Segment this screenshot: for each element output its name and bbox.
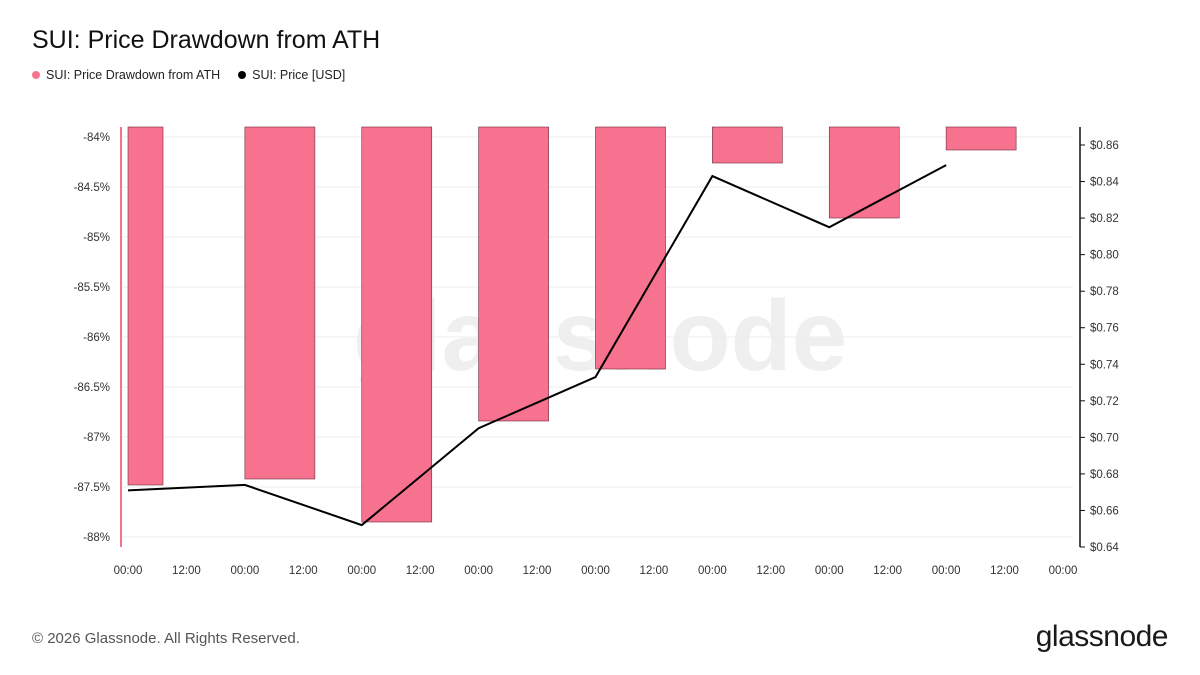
right-tick-label: $0.72 [1090,396,1119,408]
x-tick-label: 00:00 [1049,565,1078,577]
left-tick-label: -86% [83,332,110,344]
x-tick-label: 00:00 [932,565,961,577]
x-tick-label: 12:00 [990,565,1019,577]
right-tick-label: $0.86 [1090,140,1119,152]
left-tick-label: -84.5% [74,182,110,194]
price-line-group [127,164,947,527]
left-tick-label: -85.5% [74,282,110,294]
right-tick-label: $0.70 [1090,432,1119,444]
right-tick-label: $0.64 [1090,542,1119,554]
drawdown-bar[interactable] [945,126,1017,151]
x-tick-label: 12:00 [640,565,669,577]
left-tick-label: -86.5% [74,382,110,394]
price-line[interactable] [127,164,947,527]
x-axis-ticks: 00:00 12:00 00:00 12:00 00:00 12:00 00:00 12:00… [114,565,1078,577]
drawdown-bar[interactable] [828,126,900,219]
legend-dot-drawdown [32,71,40,79]
x-tick-label: 12:00 [873,565,902,577]
legend-item-price[interactable]: SUI: Price [USD] [238,68,345,82]
copyright-footer: © 2026 Glassnode. All Rights Reserved. [32,630,300,647]
legend-label-drawdown: SUI: Price Drawdown from ATH [46,68,221,82]
drawdown-bar[interactable] [712,126,783,164]
legend-dot-price [238,71,247,79]
x-tick-label: 00:00 [347,565,376,577]
left-tick-label: -85% [83,232,110,244]
left-tick-label: -87.5% [74,482,110,494]
legend-label-price: SUI: Price [USD] [252,68,346,82]
drawdown-bar[interactable] [127,126,164,486]
x-tick-label: 12:00 [406,565,435,577]
bars [127,126,1017,523]
x-tick-label: 12:00 [523,565,552,577]
right-tick-label: $0.76 [1090,323,1119,335]
legend: SUI: Price Drawdown from ATH SUI: Price … [32,68,345,82]
axes [120,127,1081,547]
right-tick-label: $0.80 [1090,250,1119,262]
x-tick-label: 12:00 [289,565,318,577]
left-tick-label: -88% [83,532,110,544]
right-tick-label: $0.78 [1090,286,1119,298]
x-tick-label: 00:00 [815,565,844,577]
left-tick-label: -84% [83,132,110,144]
right-tick-label: $0.66 [1090,505,1119,517]
right-axis-ticks: $0.86 $0.84 $0.82 $0.80 $0.78 $0.76 $0.74 $0.72… [1080,140,1119,554]
x-tick-label: 12:00 [172,565,201,577]
legend-item-drawdown[interactable]: SUI: Price Drawdown from ATH [32,68,220,82]
x-tick-label: 00:00 [230,565,259,577]
left-tick-label: -87% [83,432,110,444]
right-tick-label: $0.74 [1090,359,1119,371]
right-tick-label: $0.82 [1090,213,1119,225]
left-axis-ticks: -84% -84.5% -85% -85.5% -86% -86.5% -87% -87.5%… [74,132,110,544]
drawdown-bar[interactable] [595,126,666,370]
x-tick-label: 00:00 [698,565,727,577]
right-tick-label: $0.84 [1090,177,1119,189]
x-tick-label: 00:00 [114,565,143,577]
x-tick-label: 00:00 [581,565,610,577]
drawdown-bar[interactable] [478,126,549,422]
drawdown-bar[interactable] [361,126,433,523]
x-tick-label: 12:00 [756,565,785,577]
right-tick-label: $0.68 [1090,469,1119,481]
chart-title: SUI: Price Drawdown from ATH [32,26,381,54]
x-tick-label: 00:00 [464,565,493,577]
glassnode-logo[interactable]: glassnode [1035,620,1169,653]
drawdown-bar[interactable] [244,126,316,480]
